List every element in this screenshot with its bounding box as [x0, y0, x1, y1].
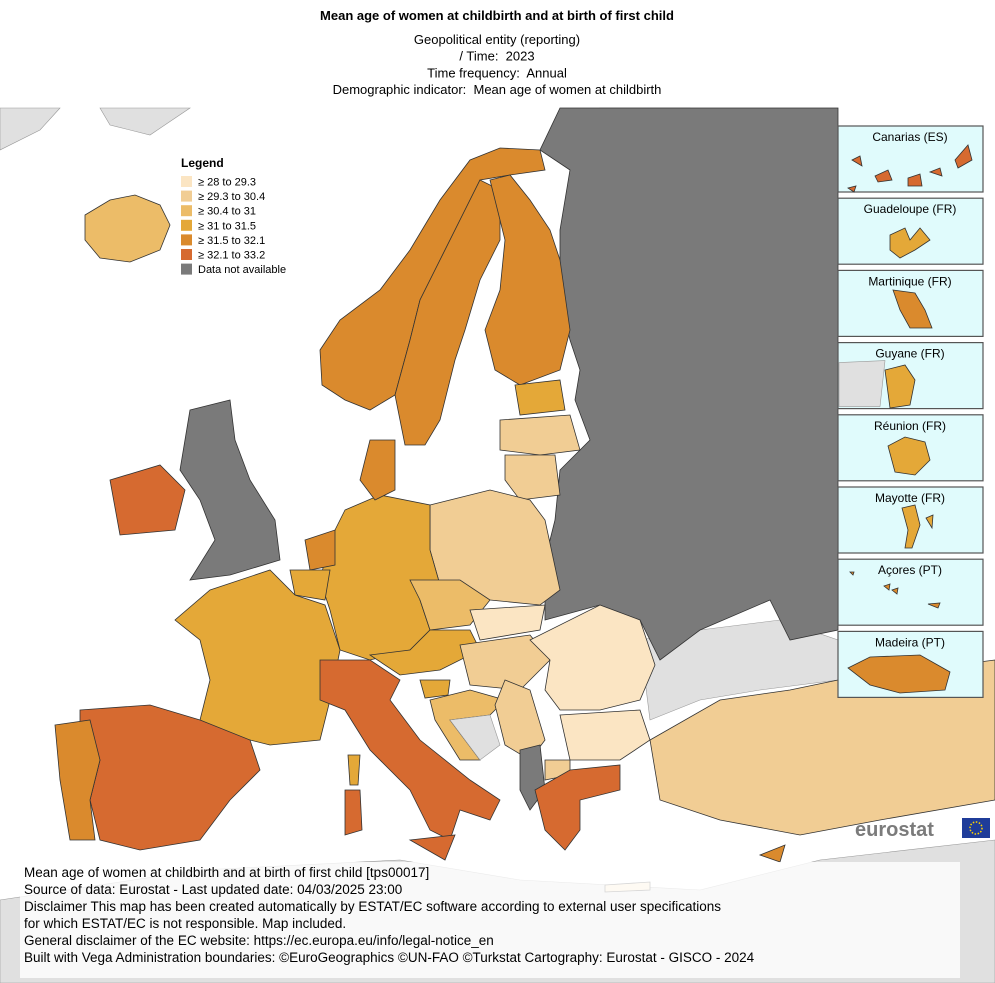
footer-line: Disclaimer This map has been created aut…	[24, 899, 721, 914]
region	[887, 436, 931, 476]
region	[484, 174, 571, 386]
region	[559, 709, 651, 761]
inset-label: Guyane (FR)	[875, 347, 944, 361]
inset-box	[837, 197, 984, 265]
inset-shapes	[847, 144, 973, 694]
region	[344, 789, 363, 836]
region	[514, 379, 566, 416]
inset-label: Martinique (FR)	[868, 274, 951, 288]
footer-line: for which ESTAT/EC is not responsible. M…	[24, 916, 346, 931]
subtitle-line: Geopolitical entity (reporting)	[414, 32, 580, 47]
region	[539, 107, 839, 661]
region	[847, 654, 951, 694]
region	[347, 754, 361, 786]
footer-line: General disclaimer of the EC website: ht…	[24, 933, 494, 948]
region	[459, 634, 551, 691]
region	[319, 147, 546, 411]
inset-label: Mayotte (FR)	[875, 491, 945, 505]
inset-label: Madeira (PT)	[875, 635, 945, 649]
region	[54, 719, 101, 841]
region	[179, 399, 281, 581]
subtitles: Geopolitical entity (reporting) / Time: 2…	[333, 32, 662, 97]
region	[408, 834, 456, 861]
footer-line: Mean age of women at childbirth and at b…	[24, 865, 429, 880]
inset-label: Réunion (FR)	[874, 419, 946, 433]
land-non-eu	[449, 714, 501, 761]
region	[319, 659, 501, 841]
inset-label: Guadeloupe (FR)	[864, 202, 957, 216]
legend-swatch	[181, 176, 192, 187]
legend: Legend ≥ 28 to 29.3 ≥ 29.3 to 30.4 ≥ 30.4 …	[181, 156, 286, 276]
footer: Mean age of women at childbirth and at b…	[24, 865, 755, 965]
legend-swatch	[181, 219, 192, 231]
legend-label: ≥ 31 to 31.5	[198, 220, 256, 232]
region	[534, 764, 621, 851]
legend-label: ≥ 29.3 to 30.4	[198, 191, 265, 203]
land-non-eu	[0, 107, 61, 151]
region	[889, 227, 931, 259]
legend-label: ≥ 30.4 to 31	[198, 206, 256, 218]
region	[529, 604, 656, 711]
logo-text: eurostat	[855, 819, 934, 841]
legend-swatch	[181, 205, 192, 217]
region	[109, 464, 186, 536]
inset-box	[837, 558, 984, 626]
region	[419, 679, 451, 699]
inset-label: Canarias (ES)	[872, 130, 947, 144]
subtitle-line: Demographic indicator: Mean age of women…	[333, 82, 662, 97]
region	[368, 629, 481, 676]
legend-swatch	[181, 234, 192, 246]
legend-label: Data not available	[198, 264, 286, 276]
region	[84, 194, 171, 263]
region	[849, 571, 941, 609]
region	[409, 579, 491, 631]
logo: eurostat	[855, 818, 990, 841]
legend-swatch	[181, 190, 192, 202]
subtitle-line: Time frequency: Annual	[427, 65, 567, 80]
region	[499, 414, 581, 456]
legend-label: ≥ 28 to 29.3	[198, 177, 256, 189]
land-non-eu	[99, 107, 191, 136]
footer-box	[20, 862, 960, 978]
region	[504, 454, 561, 501]
footer-line: Source of data: Eurostat - Last updated …	[24, 882, 402, 897]
land-non-eu	[838, 360, 886, 407]
legend-label: ≥ 32.1 to 33.2	[198, 250, 265, 262]
region	[901, 504, 934, 549]
inset-label: Açores (PT)	[878, 563, 942, 577]
legend-swatch	[181, 263, 192, 275]
region	[847, 144, 973, 193]
eu-flag-stars	[969, 821, 983, 835]
region	[649, 659, 995, 836]
eu-flag	[962, 818, 990, 838]
region	[394, 179, 501, 446]
region	[359, 439, 396, 501]
subtitle-line: / Time: 2023	[459, 49, 534, 64]
legend-title: Legend	[181, 156, 224, 170]
region	[892, 289, 933, 329]
region	[469, 604, 546, 641]
region	[304, 529, 336, 571]
map-title: Mean age of women at childbirth and at b…	[320, 8, 674, 23]
legend-label: ≥ 31.5 to 32.1	[198, 235, 265, 247]
region	[174, 569, 341, 746]
region	[758, 844, 786, 863]
region	[289, 569, 331, 601]
region	[884, 364, 916, 409]
legend-swatch	[181, 249, 192, 260]
footer-line: Built with Vega Administration boundarie…	[24, 950, 755, 965]
